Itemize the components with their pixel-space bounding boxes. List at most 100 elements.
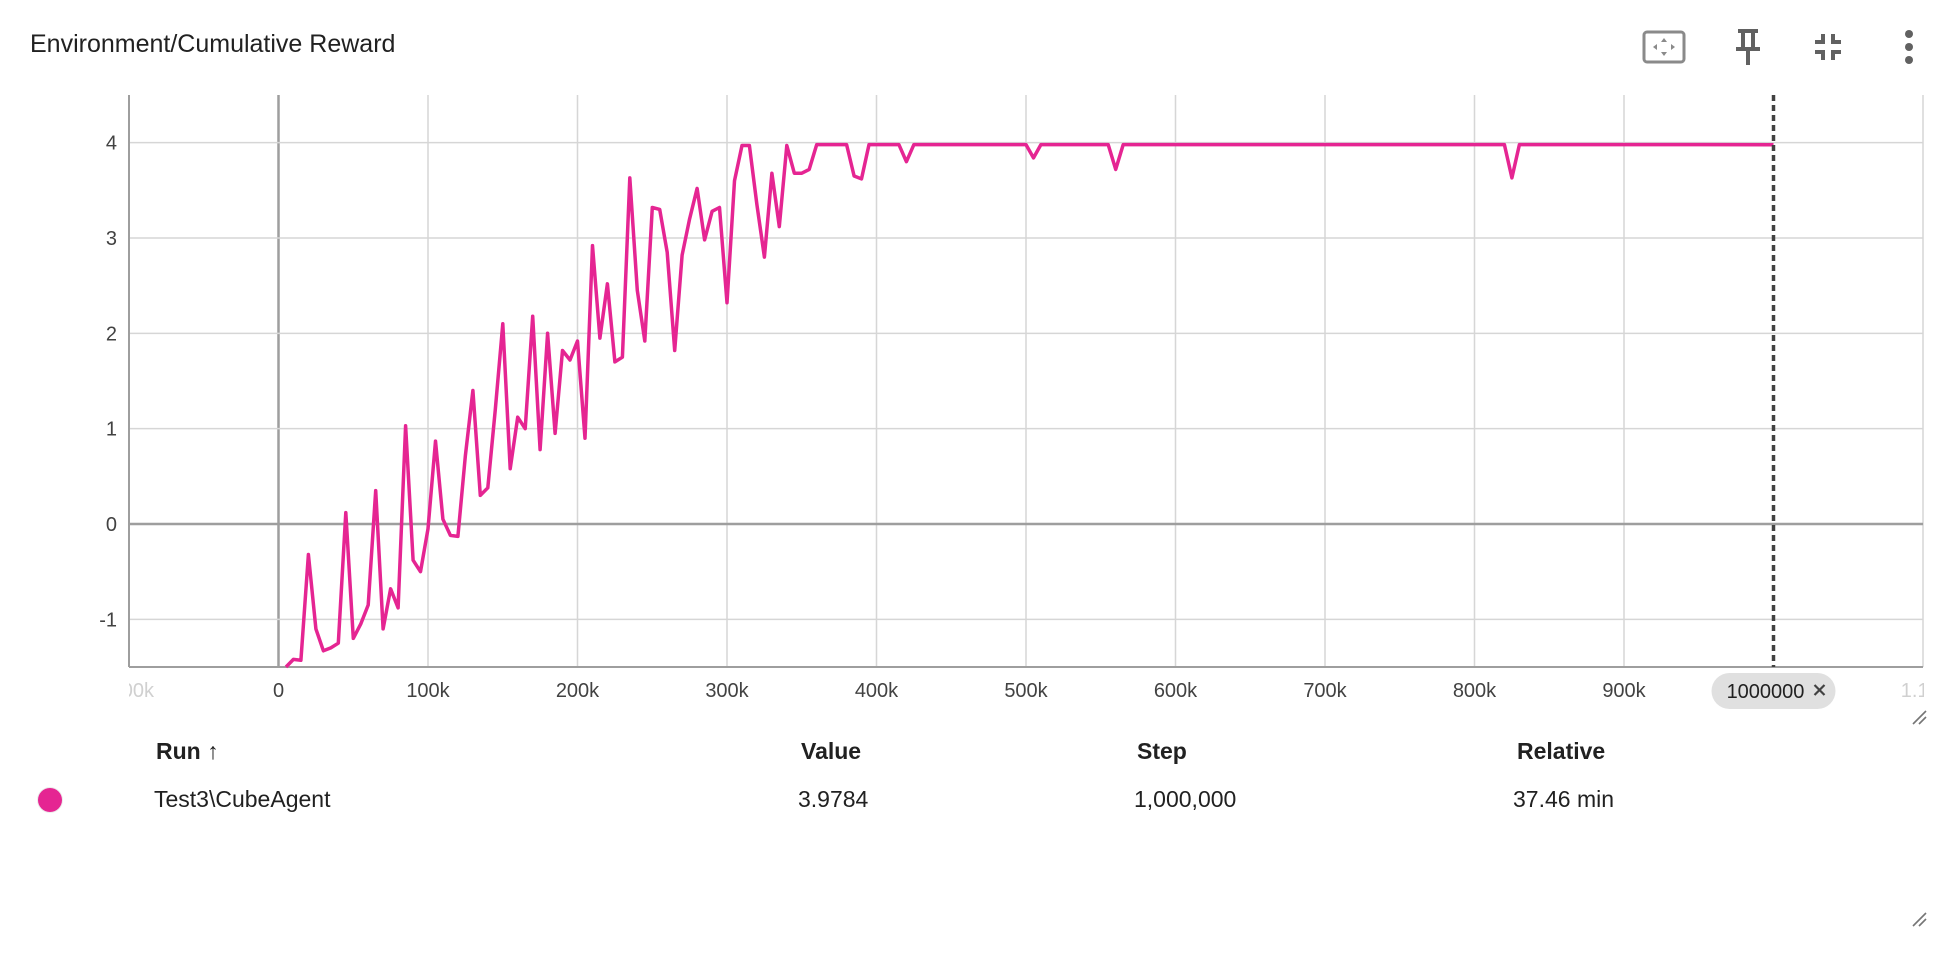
data-point [635,288,639,292]
y-tick-label: 0 [106,514,117,536]
data-point [845,143,849,147]
data-point [493,408,497,412]
x-tick-label: 300k [705,680,749,702]
card-resize-handle[interactable] [1910,910,1928,928]
data-point [523,427,527,431]
data-point [875,143,879,147]
data-point [538,448,542,452]
value-column-header[interactable]: Value [801,738,862,764]
run-color-dot[interactable] [38,788,62,812]
chart-resize-handle[interactable] [1910,708,1928,726]
y-tick-label: 2 [106,323,117,345]
data-point [299,658,303,662]
data-point [904,160,908,164]
data-point [1622,143,1626,147]
x-tick-label: 600k [1154,680,1198,702]
pin-button[interactable] [1718,22,1778,72]
grid-layer [128,95,1924,668]
data-point [486,486,490,490]
close-icon[interactable] [1813,684,1826,696]
data-point [860,177,864,181]
data-point [374,489,378,493]
collapse-button[interactable] [1798,22,1858,72]
data-point [434,439,438,443]
data-point [1084,143,1088,147]
data-point [1174,143,1178,147]
data-point [718,206,722,210]
sort-ascending-icon: ↑ [207,738,219,764]
step-cursor-tag[interactable]: 1000000 [1711,673,1836,709]
x-tick-label: 200k [556,680,600,702]
series-layer [284,142,1774,669]
x-edge-tick-label: -100k [104,680,155,702]
data-point [1323,143,1327,147]
data-table-header: Run ↑ Value Step Relative [0,735,1941,775]
data-point [478,493,482,497]
data-point [837,143,841,147]
data-point [688,217,692,221]
data-point [598,336,602,340]
data-point [1114,167,1118,171]
y-tick-label: -1 [99,609,117,631]
data-point [366,603,370,607]
data-point [620,355,624,359]
relative-column-header[interactable]: Relative [1517,738,1606,764]
data-point [1106,143,1110,147]
x-tick-label: 100k [406,680,450,702]
data-point [785,144,789,148]
data-point [770,171,774,175]
step-cell: 1,000,000 [1134,786,1237,812]
data-point [628,176,632,180]
data-point [553,431,557,435]
chart-card-title: Environment/Cumulative Reward [30,30,396,58]
data-point [531,314,535,318]
y-tick-label: 1 [106,419,117,441]
data-point [411,558,415,562]
data-point [501,322,505,326]
data-point [792,171,796,175]
data-point [867,143,871,147]
x-tick-label: 0 [273,680,284,702]
data-point [456,534,460,538]
data-point [284,665,288,669]
data-point [404,424,408,428]
x-tick-label: 700k [1303,680,1347,702]
fit-domain-icon [1642,30,1686,64]
data-point [1502,143,1506,147]
x-tick-label: 800k [1453,680,1497,702]
data-point [747,144,751,148]
data-point [650,206,654,210]
more-vert-icon [1905,30,1913,64]
step-column-header[interactable]: Step [1137,738,1187,764]
line-chart[interactable]: -1 0 1 2 3 4 0 100k 200k 300k 400k 500k 600k 700k 800… [0,0,1941,720]
x-tick-label: 900k [1602,680,1646,702]
data-point [1517,143,1521,147]
step-cursor-chip [1711,673,1836,709]
data-point [605,282,609,286]
data-point [1510,176,1514,180]
data-point [426,527,430,531]
data-point [1129,143,1133,147]
data-point [329,646,333,650]
table-row[interactable]: Test3\CubeAgent 3.9784 1,000,000 37.46 m… [0,783,1941,823]
data-point [389,587,393,591]
data-point [1024,143,1028,147]
data-point [561,349,565,353]
data-point [822,143,826,147]
data-point [344,511,348,515]
data-point [306,553,310,557]
fit-domain-button[interactable] [1634,22,1694,72]
x-edge-labels: -100k 1.1M [104,680,1924,702]
data-point [889,143,893,147]
data-point [546,331,550,335]
run-column-header[interactable]: Run ↑ [156,738,219,765]
data-point [448,533,452,537]
value-cell: 3.9784 [798,786,869,812]
more-menu-button[interactable] [1879,22,1939,72]
data-point [314,627,318,631]
data-point [1039,143,1043,147]
collapse-icon [1815,34,1841,60]
data-point [359,622,363,626]
run-name: Test3\CubeAgent [154,786,331,812]
data-point [725,301,729,305]
